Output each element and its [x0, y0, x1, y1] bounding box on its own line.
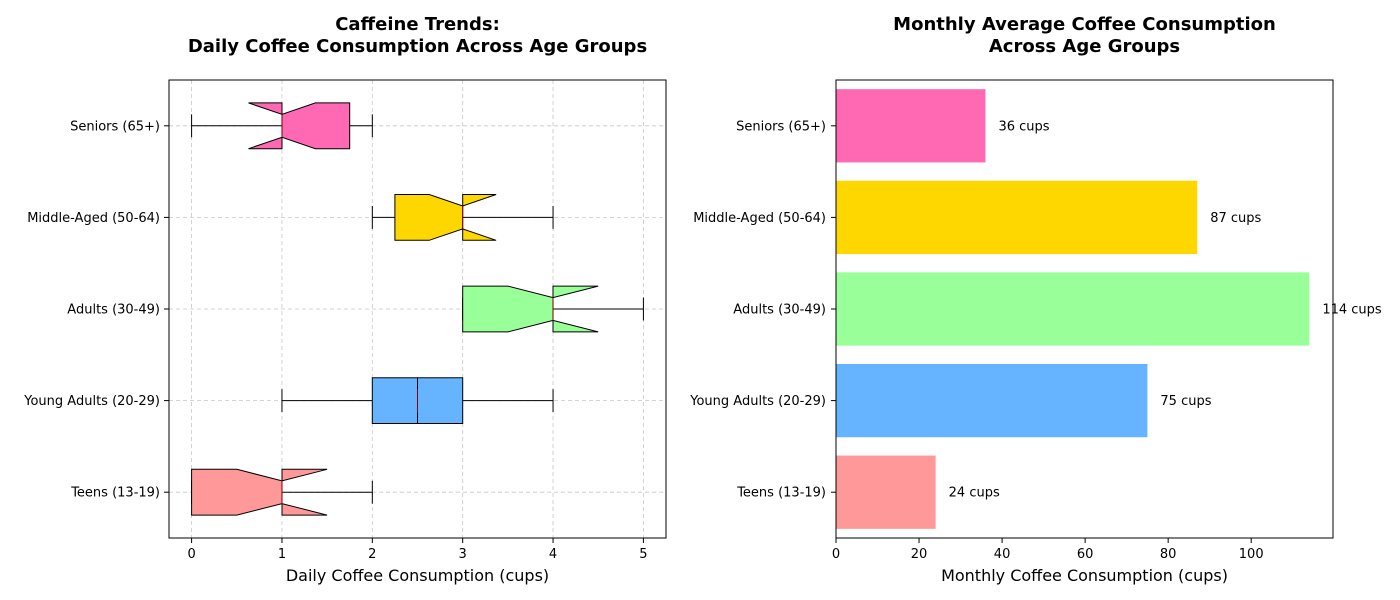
boxplot-y-ticks: Teens (13-19) Young Adults (20-29) Adults … — [23, 119, 169, 501]
boxplot-box — [394, 194, 497, 241]
bar-y-tick-label: Teens (13-19) — [736, 486, 826, 501]
bar-data-label: 36 cups — [998, 119, 1049, 134]
boxplot-x-tick-label: 1 — [278, 547, 286, 562]
boxplot-y-tick-label: Seniors (65+) — [70, 119, 160, 134]
boxplot-x-tick-label: 0 — [187, 547, 195, 562]
boxplot-y-tick-label: Middle-Aged (50-64) — [27, 211, 160, 226]
bar-x-ticks: 0 20 40 60 80 100 — [832, 538, 1264, 562]
boxplot-box-group — [191, 102, 373, 150]
bar-y-ticks: Teens (13-19) Young Adults (20-29) Adults … — [689, 119, 836, 501]
bar-x-tick-label: 0 — [832, 547, 840, 562]
boxplot-box-group — [191, 468, 373, 516]
boxplot-title-line1: Caffeine Trends: — [335, 14, 500, 35]
boxplot-box — [462, 285, 599, 333]
bar-data-label: 24 cups — [949, 486, 1000, 501]
bar-y-tick-label: Young Adults (20-29) — [689, 394, 826, 409]
boxplot-y-tick-label: Adults (30-49) — [67, 303, 160, 318]
bar — [836, 89, 986, 163]
boxplot-box — [191, 468, 328, 516]
bar-y-tick-label: Adults (30-49) — [733, 303, 826, 318]
bar-x-tick-label: 80 — [1160, 547, 1177, 562]
bar-data-label: 114 cups — [1322, 303, 1382, 318]
bar-title-line2: Across Age Groups — [989, 36, 1180, 57]
boxplot-y-tick-label: Teens (13-19) — [70, 486, 160, 501]
boxplot-y-tick-label: Young Adults (20-29) — [23, 394, 160, 409]
boxplot-box-group — [371, 194, 554, 241]
boxplot-x-axis-label: Daily Coffee Consumption (cups) — [286, 566, 549, 585]
boxplot-x-tick-label: 3 — [459, 547, 467, 562]
bar — [836, 180, 1198, 255]
bar-title-line1: Monthly Average Coffee Consumption — [893, 14, 1276, 35]
bar-data-label: 75 cups — [1160, 394, 1211, 409]
bar-y-tick-label: Middle-Aged (50-64) — [693, 211, 826, 226]
bar-series — [836, 89, 1310, 529]
boxplot-x-tick-label: 4 — [549, 547, 557, 562]
bar-data-labels: 24 cups 75 cups 114 cups 87 cups 36 cups — [949, 119, 1382, 500]
bar — [836, 272, 1310, 346]
boxplot-x-tick-label: 5 — [639, 547, 647, 562]
bar-data-label: 87 cups — [1210, 211, 1261, 226]
boxplot-boxes — [191, 102, 644, 516]
boxplot-x-tick-label: 2 — [368, 547, 376, 562]
boxplot-title-line2: Daily Coffee Consumption Across Age Grou… — [188, 36, 647, 57]
bar-x-tick-label: 100 — [1239, 547, 1264, 562]
bar — [836, 455, 936, 529]
boxplot-x-ticks: 0 1 2 3 4 5 — [187, 538, 648, 562]
bar — [836, 363, 1148, 438]
boxplot-box-group — [462, 285, 644, 333]
bar-chart: Monthly Average Coffee Consumption Acros… — [689, 14, 1382, 585]
bar-x-axis-label: Monthly Coffee Consumption (cups) — [941, 566, 1228, 585]
boxplot-box — [248, 102, 351, 150]
bar-x-tick-label: 60 — [1077, 547, 1094, 562]
boxplot-chart: Caffeine Trends: Daily Coffee Consumptio… — [23, 14, 667, 585]
bar-x-tick-label: 20 — [911, 547, 928, 562]
bar-x-tick-label: 40 — [994, 547, 1011, 562]
boxplot-box-group — [281, 377, 554, 424]
bar-y-tick-label: Seniors (65+) — [736, 119, 826, 134]
